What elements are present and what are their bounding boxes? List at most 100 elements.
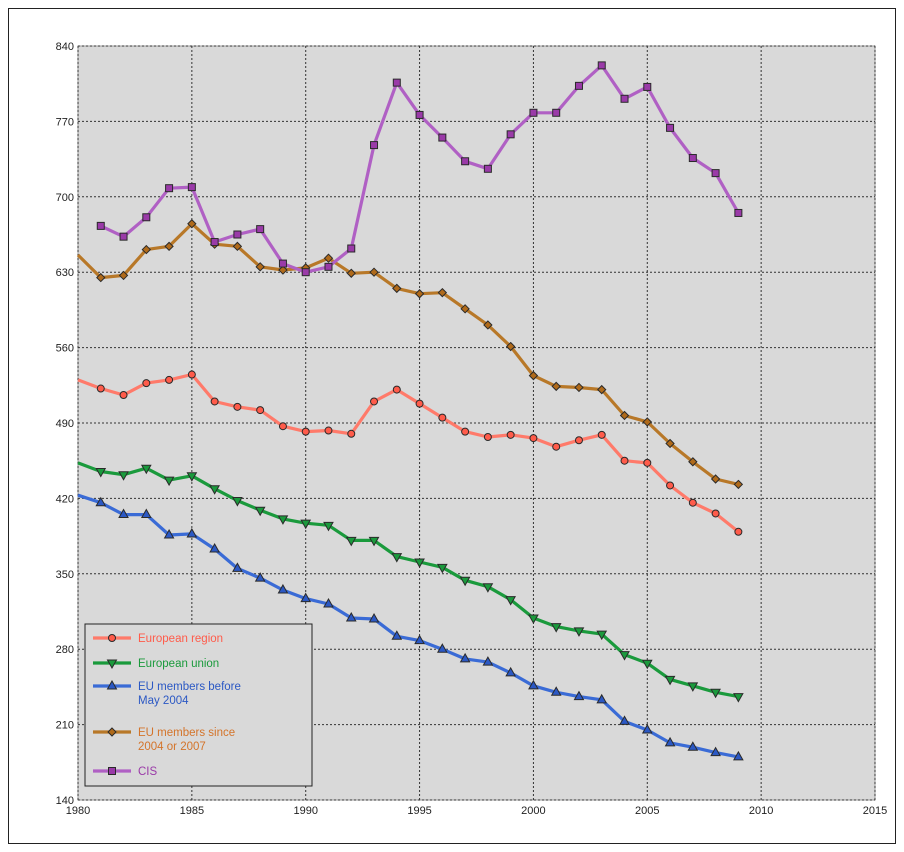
data-point: [436, 643, 448, 653]
y-tick-label: 560: [56, 343, 74, 355]
data-point: [665, 438, 675, 449]
data-point: [300, 592, 312, 603]
series-layer: [76, 61, 744, 761]
data-point: [666, 123, 675, 132]
data-point: [164, 241, 174, 252]
data-point: [347, 244, 356, 253]
data-point: [165, 375, 174, 384]
data-point: [163, 476, 175, 487]
data-point: [345, 611, 357, 622]
y-tick-label: 350: [56, 569, 74, 581]
data-point: [641, 659, 653, 670]
data-point: [119, 390, 128, 399]
data-point: [277, 583, 289, 594]
data-point: [300, 519, 312, 530]
data-point: [664, 675, 676, 686]
data-point: [505, 341, 516, 352]
data-point: [232, 497, 243, 507]
data-point: [733, 750, 744, 761]
tick-labels: 140 210 280 350 420 490 560 630 700 770 840 1980 198…: [56, 41, 888, 817]
data-point: [438, 133, 447, 142]
data-point: [483, 164, 492, 173]
data-point: [734, 208, 743, 217]
series-1: [77, 461, 744, 703]
data-point: [459, 576, 471, 587]
data-point: [277, 515, 289, 525]
legend-swatch-marker: [107, 727, 117, 737]
legend-label: European union: [138, 658, 219, 670]
data-point: [187, 370, 196, 379]
data-point: [437, 287, 448, 298]
x-tick-label: 2015: [863, 805, 887, 817]
data-point: [414, 289, 425, 299]
data-point: [688, 498, 697, 507]
data-point: [233, 402, 242, 411]
y-tick-label: 420: [56, 493, 74, 505]
data-point: [710, 474, 721, 484]
data-point: [597, 430, 606, 439]
data-point: [596, 630, 608, 641]
legend-box: [84, 623, 313, 787]
series-3: [76, 219, 744, 490]
legend-swatch-marker: [106, 659, 118, 670]
data-point: [438, 413, 447, 422]
data-point: [529, 434, 538, 443]
data-point: [392, 78, 401, 87]
data-point: [550, 686, 562, 696]
data-point: [233, 230, 242, 239]
data-point: [96, 272, 106, 283]
data-point: [254, 572, 266, 582]
series-line: [76, 222, 739, 486]
series-4: [96, 61, 743, 277]
data-point: [552, 442, 561, 451]
data-point: [642, 417, 652, 427]
data-point: [301, 268, 310, 277]
data-point: [461, 157, 470, 166]
data-point: [482, 656, 494, 666]
data-point: [187, 183, 196, 192]
data-point: [254, 506, 266, 517]
x-tick-label: 1990: [293, 805, 317, 817]
data-point: [118, 471, 129, 481]
data-point: [140, 508, 152, 519]
legend-item: European region: [93, 633, 223, 645]
data-point: [643, 82, 652, 91]
data-point: [186, 472, 198, 482]
y-tick-label: 770: [56, 116, 74, 128]
data-point: [368, 536, 380, 547]
data-point: [347, 429, 356, 438]
data-point: [573, 627, 585, 637]
legend-swatch-marker: [108, 634, 116, 642]
data-point: [415, 399, 424, 408]
legend-label: CIS: [138, 766, 158, 778]
data-point: [619, 410, 630, 421]
data-point: [505, 666, 517, 677]
legend-label: May 2004: [138, 695, 189, 707]
series-line: [77, 461, 739, 699]
data-point: [687, 741, 699, 751]
data-point: [369, 267, 379, 277]
legend: European region European union EU members …: [84, 623, 313, 787]
data-point: [119, 232, 128, 241]
x-tick-label: 1980: [66, 805, 90, 817]
data-point: [278, 422, 287, 431]
legend-swatch-marker: [106, 679, 118, 690]
y-tick-label: 140: [56, 795, 74, 807]
data-point: [620, 94, 629, 103]
legend-label: EU members before: [138, 681, 241, 693]
data-point: [323, 253, 334, 263]
data-point: [596, 693, 608, 704]
x-tick-label: 2005: [635, 805, 659, 817]
data-point: [483, 433, 492, 442]
data-point: [710, 746, 721, 757]
data-point: [255, 262, 265, 272]
data-point: [459, 652, 471, 663]
data-point: [734, 527, 743, 536]
data-point: [140, 464, 152, 475]
data-point: [506, 130, 515, 139]
y-tick-label: 210: [56, 720, 74, 732]
data-point: [142, 379, 151, 388]
data-point: [620, 456, 629, 465]
data-point: [345, 536, 357, 547]
